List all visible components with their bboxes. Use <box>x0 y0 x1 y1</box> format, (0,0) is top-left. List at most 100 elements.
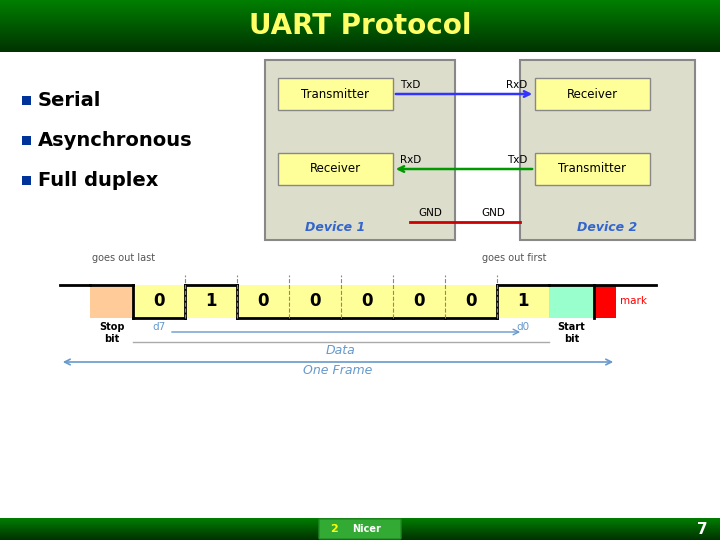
Bar <box>594 285 616 318</box>
Bar <box>0 43 720 44</box>
Bar <box>0 14 720 15</box>
Bar <box>0 30 720 31</box>
Bar <box>0 536 720 537</box>
Text: Full duplex: Full duplex <box>38 171 158 190</box>
Text: Transmitter: Transmitter <box>558 163 626 176</box>
Text: GND: GND <box>418 208 442 218</box>
Text: Nicer: Nicer <box>353 524 382 534</box>
Bar <box>0 15 720 16</box>
Bar <box>0 529 720 530</box>
Bar <box>0 25 720 26</box>
Text: One Frame: One Frame <box>303 364 373 377</box>
Text: 0: 0 <box>413 293 425 310</box>
Bar <box>0 50 720 51</box>
Bar <box>0 539 720 540</box>
Bar <box>0 8 720 9</box>
Bar <box>0 20 720 21</box>
Bar <box>0 21 720 22</box>
Bar <box>0 9 720 10</box>
Text: Transmitter: Transmitter <box>301 87 369 100</box>
Text: goes out last: goes out last <box>92 253 155 263</box>
Text: RxD: RxD <box>400 155 421 165</box>
Bar <box>0 535 720 536</box>
Bar <box>0 18 720 19</box>
Bar <box>0 23 720 24</box>
Bar <box>0 10 720 11</box>
Text: 7: 7 <box>698 522 708 537</box>
Bar <box>0 526 720 527</box>
Text: Receiver: Receiver <box>567 87 618 100</box>
Bar <box>0 40 720 41</box>
Bar <box>0 528 720 529</box>
Bar <box>0 1 720 2</box>
Bar <box>0 39 720 40</box>
Bar <box>0 519 720 520</box>
Bar <box>0 537 720 538</box>
Bar <box>535 153 650 185</box>
Bar <box>0 38 720 39</box>
Bar <box>0 521 720 522</box>
Text: TxD: TxD <box>400 80 420 90</box>
Bar <box>0 3 720 4</box>
Text: 0: 0 <box>465 293 477 310</box>
Text: 2: 2 <box>330 524 338 534</box>
Bar <box>0 520 720 521</box>
Text: Serial: Serial <box>38 91 102 110</box>
Bar <box>0 31 720 32</box>
Text: d0: d0 <box>516 322 530 332</box>
Bar <box>0 525 720 526</box>
Bar <box>0 33 720 34</box>
Bar <box>278 153 393 185</box>
Bar <box>0 19 720 20</box>
Bar <box>520 60 695 240</box>
Text: 1: 1 <box>517 293 528 310</box>
Text: mark: mark <box>620 296 647 307</box>
Bar <box>0 17 720 18</box>
Bar <box>0 29 720 30</box>
Bar <box>0 11 720 12</box>
Text: d7: d7 <box>153 322 166 332</box>
Bar <box>549 285 594 318</box>
Bar <box>0 49 720 50</box>
Bar <box>0 532 720 533</box>
Bar <box>0 41 720 42</box>
Bar <box>0 36 720 37</box>
Text: UART Protocol: UART Protocol <box>248 12 472 40</box>
Text: 1: 1 <box>205 293 217 310</box>
Text: 0: 0 <box>361 293 373 310</box>
Bar <box>0 22 720 23</box>
Bar <box>0 531 720 532</box>
Text: 0: 0 <box>310 293 320 310</box>
Bar <box>0 6 720 7</box>
Bar <box>0 12 720 13</box>
Bar <box>0 527 720 528</box>
Bar <box>90 285 133 318</box>
Bar <box>0 13 720 14</box>
Text: 0: 0 <box>257 293 269 310</box>
Text: Device 1: Device 1 <box>305 221 365 234</box>
Bar <box>0 533 720 534</box>
Bar <box>0 27 720 28</box>
Text: Receiver: Receiver <box>310 163 361 176</box>
Bar <box>0 34 720 35</box>
Bar <box>0 5 720 6</box>
Text: Asynchronous: Asynchronous <box>38 131 193 150</box>
Bar <box>0 538 720 539</box>
Bar <box>0 2 720 3</box>
Bar <box>0 44 720 45</box>
Bar <box>0 530 720 531</box>
Text: Data: Data <box>326 344 356 357</box>
Bar <box>0 534 720 535</box>
Bar <box>0 24 720 25</box>
Bar <box>0 37 720 38</box>
Bar <box>0 4 720 5</box>
Bar <box>0 16 720 17</box>
Bar <box>22 136 31 145</box>
Bar <box>22 176 31 185</box>
Bar <box>0 7 720 8</box>
Bar <box>0 35 720 36</box>
Text: RxD: RxD <box>505 80 527 90</box>
Text: Start
bit: Start bit <box>557 322 585 343</box>
Text: goes out first: goes out first <box>482 253 547 263</box>
Bar <box>0 48 720 49</box>
